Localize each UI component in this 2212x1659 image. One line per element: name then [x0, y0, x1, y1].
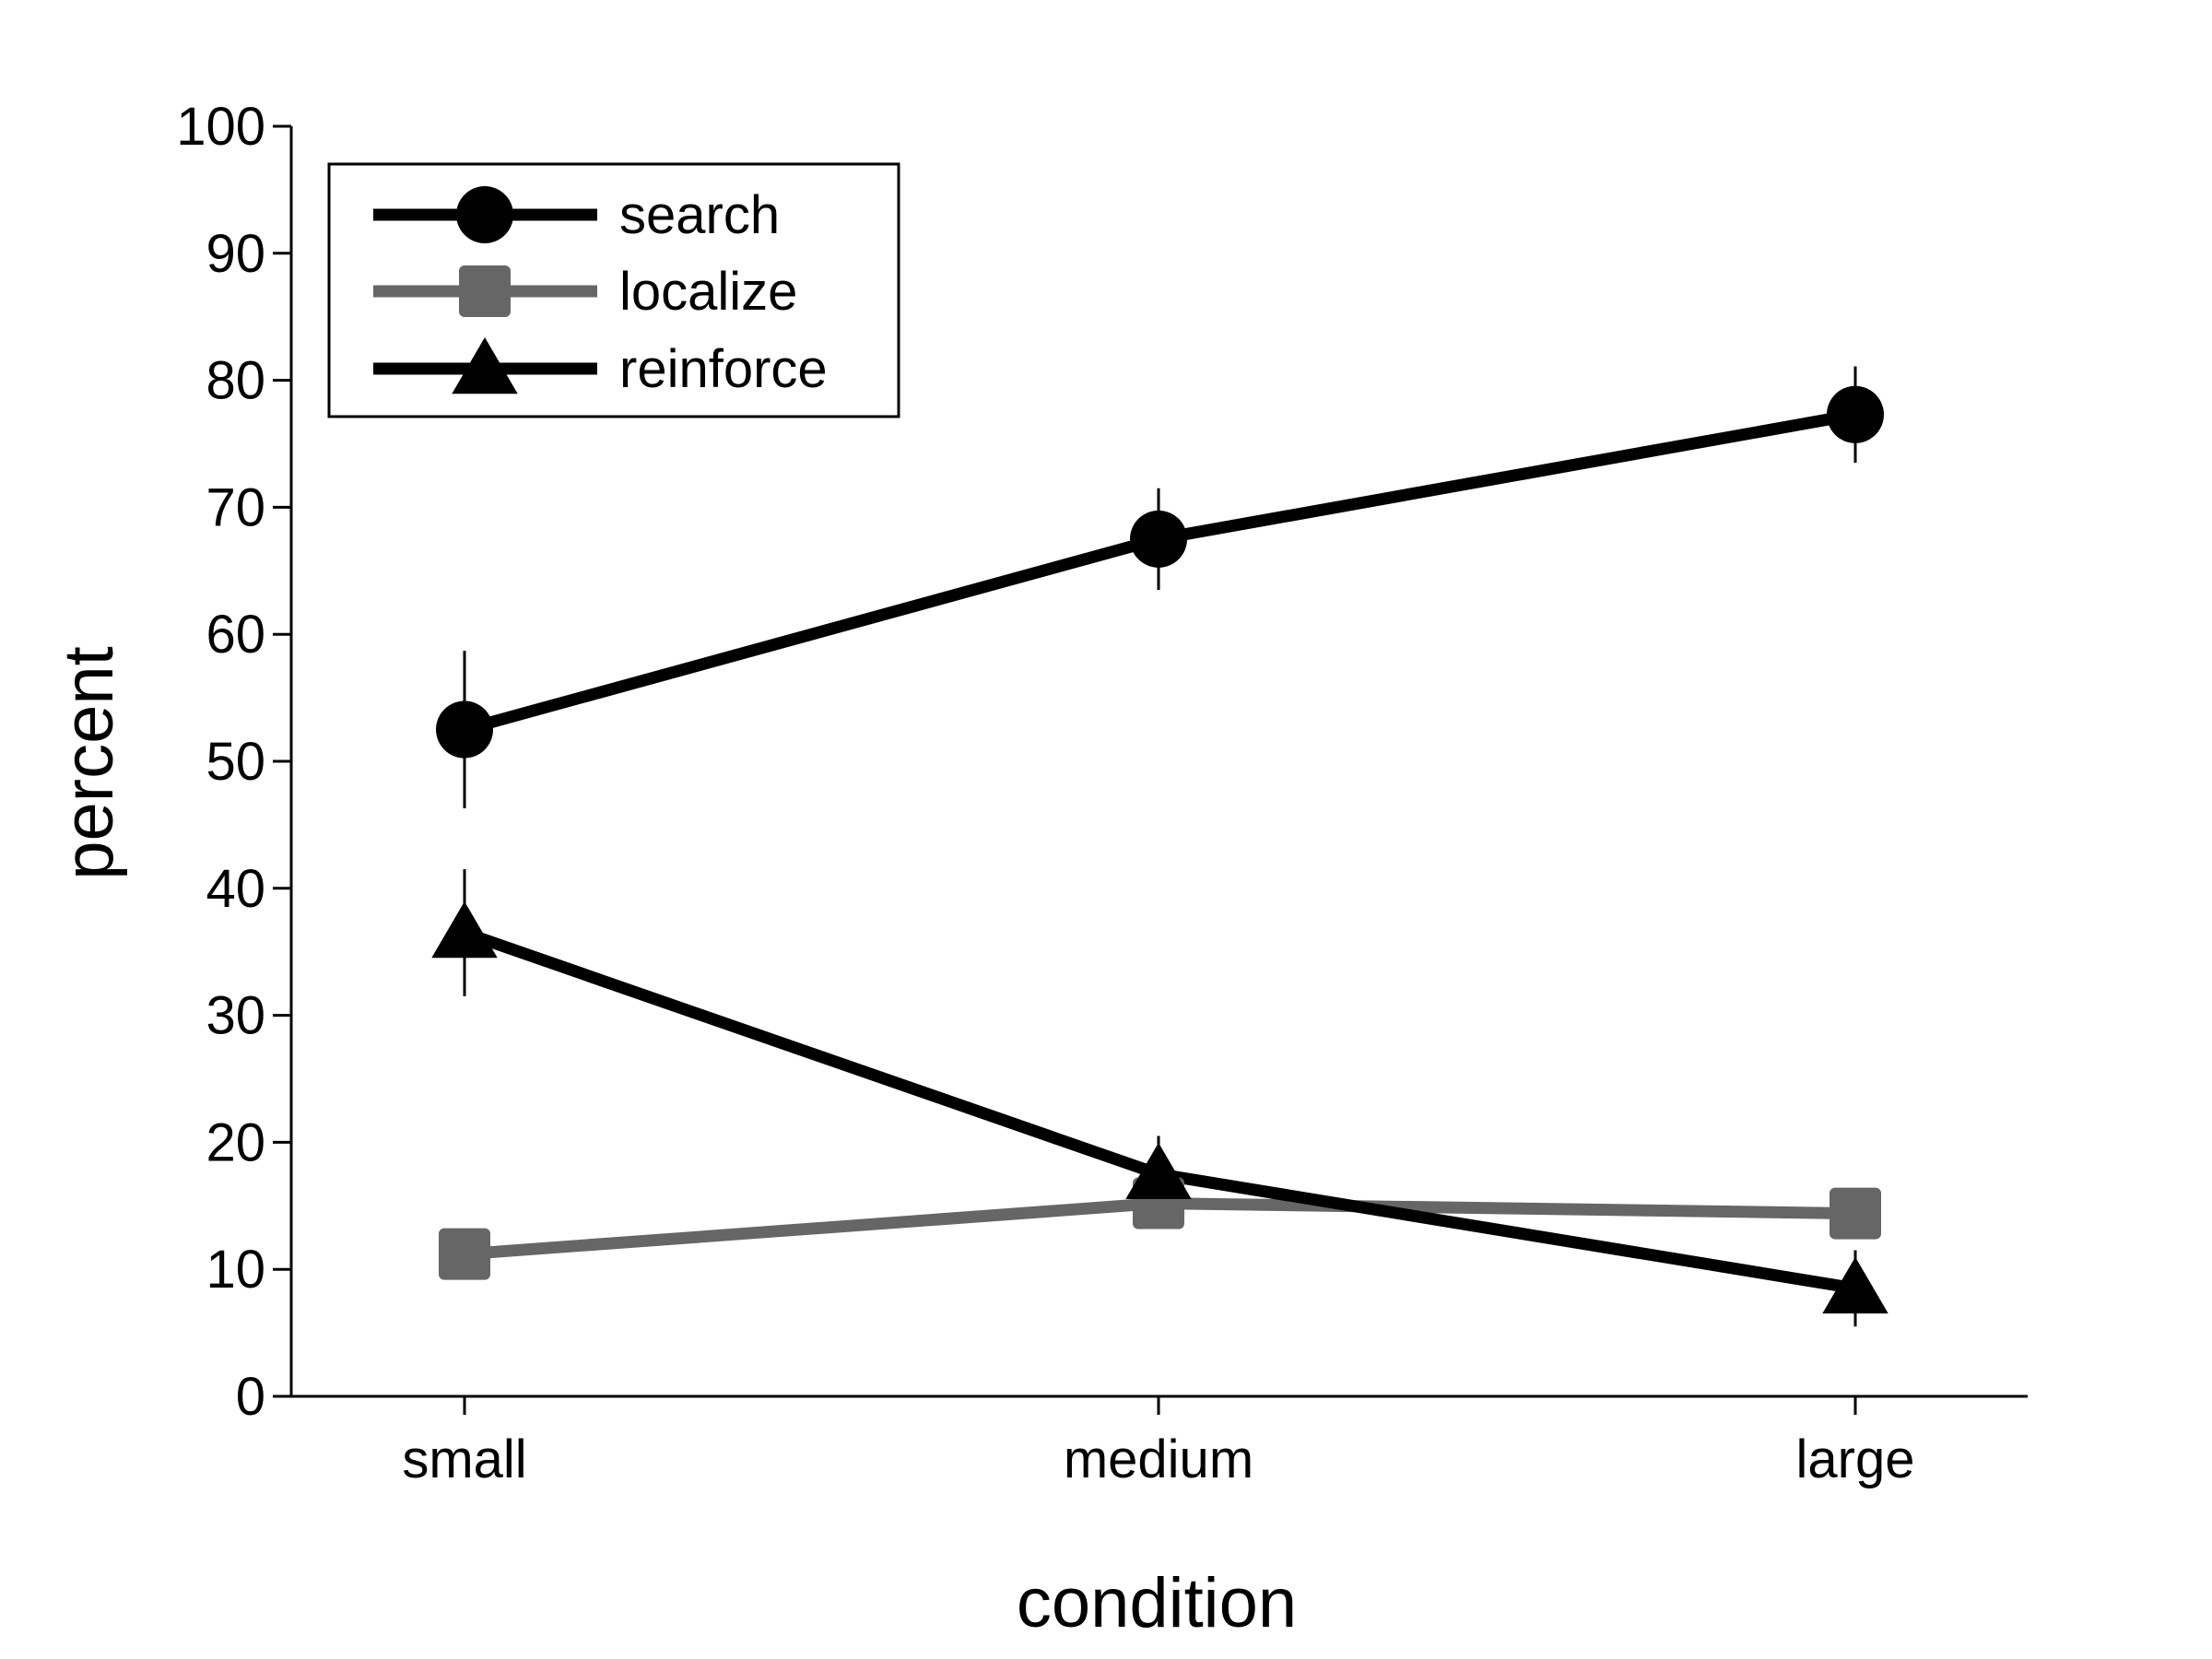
search-point: [1827, 385, 1884, 443]
y-tick-label: 70: [206, 477, 265, 537]
series-markers: [431, 385, 1888, 1314]
search-point: [1130, 510, 1187, 568]
axes: [273, 124, 2028, 1415]
legend-localize-marker: [459, 265, 511, 317]
y-tick-label: 20: [206, 1112, 265, 1172]
localize-point: [439, 1228, 490, 1280]
y-tick-label: 60: [206, 605, 265, 665]
legend: search localize reinforce: [327, 162, 900, 418]
y-tick-label: 10: [206, 1240, 265, 1300]
y-tick-label: 50: [206, 732, 265, 792]
y-tick-label: 100: [176, 97, 265, 157]
legend-localize-label: localize: [619, 262, 797, 322]
x-axis-title: condition: [1017, 1564, 1297, 1642]
reinforce-point: [1125, 1142, 1192, 1200]
legend-reinforce-label: reinforce: [619, 339, 828, 399]
y-tick-label: 30: [206, 986, 265, 1046]
reinforce-point: [1822, 1256, 1888, 1314]
x-tick-label: medium: [1064, 1430, 1253, 1489]
x-tick-label: large: [1796, 1430, 1915, 1489]
tick-labels: 0 10 20 30 40 50 60 70 80 90 100 small medium large: [176, 97, 1914, 1489]
y-axis-title: percent: [50, 646, 128, 880]
search-point: [436, 700, 493, 759]
reinforce-point: [431, 901, 498, 959]
legend-search-label: search: [619, 185, 780, 245]
y-tick-label: 40: [206, 859, 265, 919]
x-tick-label: small: [402, 1430, 526, 1489]
y-tick-label: 90: [206, 224, 265, 284]
legend-reinforce-marker: [452, 337, 518, 394]
y-tick-label: 80: [206, 351, 265, 411]
y-tick-label: 0: [236, 1367, 265, 1427]
localize-point: [1830, 1187, 1881, 1240]
legend-search-marker: [456, 186, 513, 243]
